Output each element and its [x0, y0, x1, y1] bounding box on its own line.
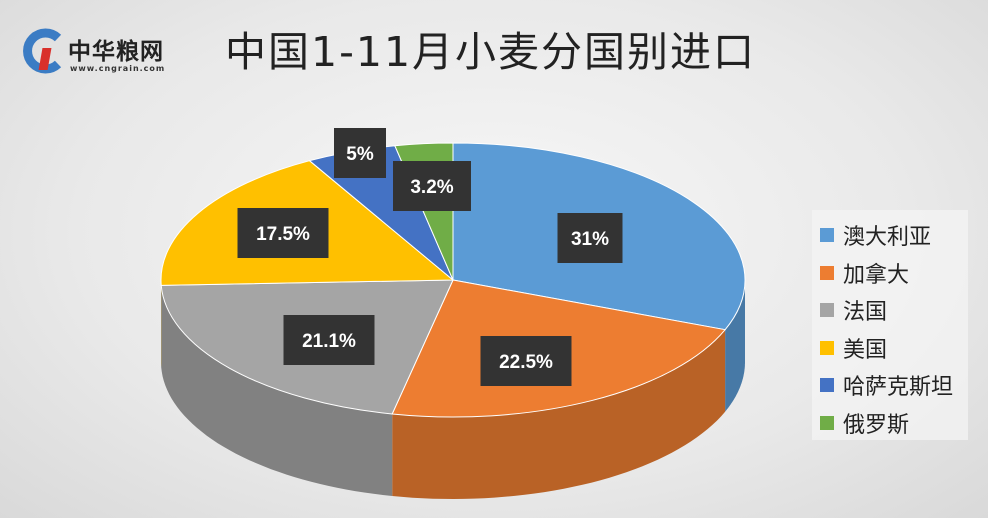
pie-side-2 [161, 285, 393, 496]
legend-item: 美国 [820, 333, 887, 363]
logo-g-icon [23, 28, 62, 74]
data-label-box [557, 213, 623, 263]
data-label-box [480, 336, 572, 386]
data-label-4: 5% [334, 128, 386, 178]
data-label-text: 5% [346, 144, 374, 165]
legend-swatch [820, 303, 834, 317]
data-label-box [334, 128, 386, 178]
legend-swatch [820, 340, 834, 355]
data-label-text: 22.5% [499, 352, 553, 373]
legend-item: 澳大利亚 [820, 220, 931, 250]
data-label-box [237, 208, 329, 258]
data-label-0: 31% [557, 213, 623, 263]
data-label-text: 3.2% [410, 177, 453, 198]
legend-item: 加拿大 [820, 258, 909, 288]
data-label-3: 17.5% [237, 208, 329, 258]
legend-swatch [820, 415, 834, 430]
legend-label: 澳大利亚 [843, 225, 932, 250]
legend-label: 俄罗斯 [843, 412, 910, 438]
legend-label: 哈萨克斯坦 [843, 375, 954, 400]
pie-side-1 [392, 329, 726, 499]
legend-label: 美国 [843, 337, 888, 363]
pie-side-0 [725, 280, 745, 412]
legend-item: 法国 [820, 295, 887, 325]
data-label-1: 22.5% [480, 336, 572, 386]
legend-swatch [820, 228, 834, 242]
data-label-text: 31% [571, 229, 609, 250]
data-label-5: 3.2% [393, 161, 471, 211]
logo-name: 中华粮网 [68, 39, 164, 65]
legend-swatch [820, 265, 834, 280]
logo: 中华粮网 www.cngrain.com [18, 28, 188, 78]
data-label-2: 21.1% [283, 315, 375, 365]
legend-item: 俄罗斯 [820, 408, 909, 438]
legend-label: 法国 [843, 300, 888, 325]
legend: 澳大利亚加拿大法国美国哈萨克斯坦俄罗斯 [812, 210, 968, 440]
data-label-text: 21.1% [302, 331, 356, 352]
legend-swatch [820, 378, 834, 392]
data-label-text: 17.5% [256, 224, 310, 245]
chart-title: 中国1-11月小麦分国别进口 [225, 28, 757, 76]
legend-item: 哈萨克斯坦 [820, 370, 953, 400]
logo-url: www.cngrain.com [70, 64, 166, 73]
data-label-box [283, 315, 375, 365]
legend-label: 加拿大 [843, 262, 910, 288]
data-label-box [393, 161, 471, 211]
